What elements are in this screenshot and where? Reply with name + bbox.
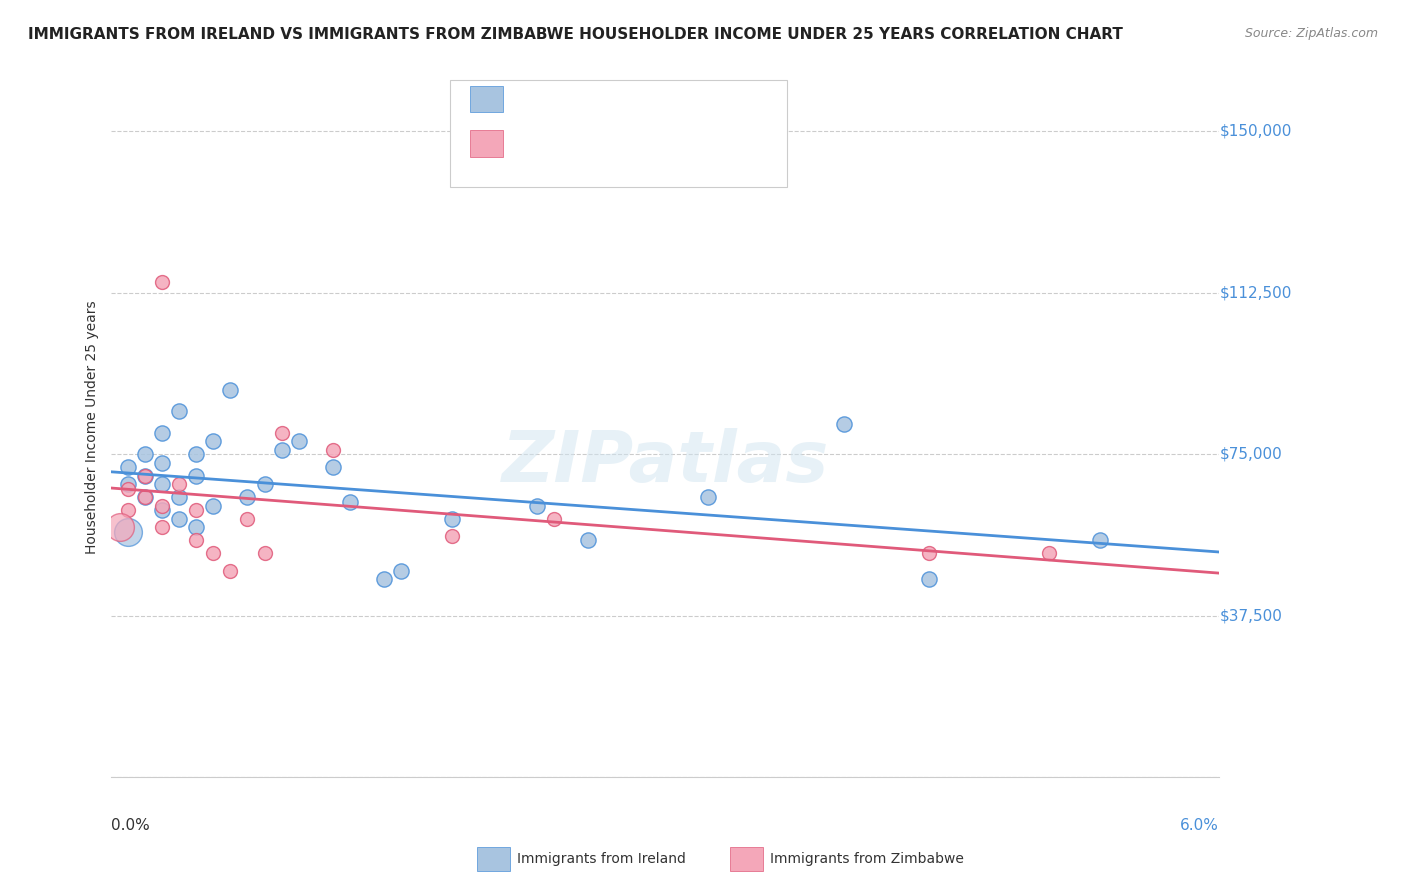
- Point: [186, 533, 208, 548]
- Text: IMMIGRANTS FROM IRELAND VS IMMIGRANTS FROM ZIMBABWE HOUSEHOLDER INCOME UNDER 25 : IMMIGRANTS FROM IRELAND VS IMMIGRANTS FR…: [28, 27, 1123, 42]
- Point: [373, 572, 395, 586]
- Point: [1088, 533, 1111, 548]
- Point: [253, 477, 276, 491]
- Point: [270, 442, 292, 457]
- Text: Source: ZipAtlas.com: Source: ZipAtlas.com: [1244, 27, 1378, 40]
- Point: [134, 447, 156, 461]
- Point: [253, 546, 276, 560]
- Text: N =: N =: [598, 91, 645, 105]
- Point: [186, 468, 208, 483]
- Point: [202, 499, 225, 513]
- Point: [150, 499, 173, 513]
- Point: [287, 434, 309, 449]
- Point: [576, 533, 599, 548]
- Point: [236, 491, 259, 505]
- Text: 0.0%: 0.0%: [111, 818, 150, 833]
- Point: [832, 417, 855, 431]
- Point: [169, 512, 191, 526]
- Text: N =: N =: [598, 136, 645, 150]
- Point: [322, 442, 344, 457]
- Text: $75,000: $75,000: [1220, 447, 1282, 462]
- Point: [117, 477, 139, 491]
- Point: [219, 564, 242, 578]
- Point: [918, 546, 941, 560]
- Text: $150,000: $150,000: [1220, 124, 1292, 139]
- Point: [186, 503, 208, 517]
- Point: [1038, 546, 1060, 560]
- Point: [389, 564, 412, 578]
- Point: [219, 383, 242, 397]
- Point: [117, 503, 139, 517]
- Point: [918, 572, 941, 586]
- Point: [339, 494, 361, 508]
- Point: [322, 460, 344, 475]
- Text: Immigrants from Ireland: Immigrants from Ireland: [517, 852, 686, 866]
- Point: [526, 499, 548, 513]
- Point: [117, 524, 139, 539]
- Text: -0.104: -0.104: [541, 91, 596, 105]
- Point: [134, 491, 156, 505]
- Point: [108, 520, 131, 534]
- Text: 6.0%: 6.0%: [1180, 818, 1219, 833]
- Point: [441, 512, 464, 526]
- Point: [150, 520, 173, 534]
- Text: $112,500: $112,500: [1220, 285, 1292, 301]
- Point: [186, 447, 208, 461]
- Text: R =: R =: [509, 136, 543, 150]
- Point: [134, 491, 156, 505]
- Point: [270, 425, 292, 440]
- Text: 33: 33: [654, 91, 675, 105]
- Text: -0.078: -0.078: [541, 136, 596, 150]
- Point: [150, 456, 173, 470]
- Point: [117, 460, 139, 475]
- Point: [202, 434, 225, 449]
- Point: [117, 482, 139, 496]
- Point: [696, 491, 718, 505]
- Text: ZIPatlas: ZIPatlas: [502, 428, 828, 497]
- Point: [236, 512, 259, 526]
- Text: 20: 20: [654, 136, 675, 150]
- Point: [169, 491, 191, 505]
- Y-axis label: Householder Income Under 25 years: Householder Income Under 25 years: [86, 301, 100, 554]
- Point: [134, 468, 156, 483]
- Point: [186, 520, 208, 534]
- Point: [543, 512, 565, 526]
- Text: $37,500: $37,500: [1220, 608, 1284, 624]
- Text: R =: R =: [509, 91, 543, 105]
- Point: [134, 468, 156, 483]
- Point: [169, 404, 191, 418]
- Point: [441, 529, 464, 543]
- Point: [150, 503, 173, 517]
- Point: [150, 275, 173, 289]
- Point: [169, 477, 191, 491]
- Text: Immigrants from Zimbabwe: Immigrants from Zimbabwe: [770, 852, 965, 866]
- Point: [202, 546, 225, 560]
- Point: [150, 477, 173, 491]
- Point: [150, 425, 173, 440]
